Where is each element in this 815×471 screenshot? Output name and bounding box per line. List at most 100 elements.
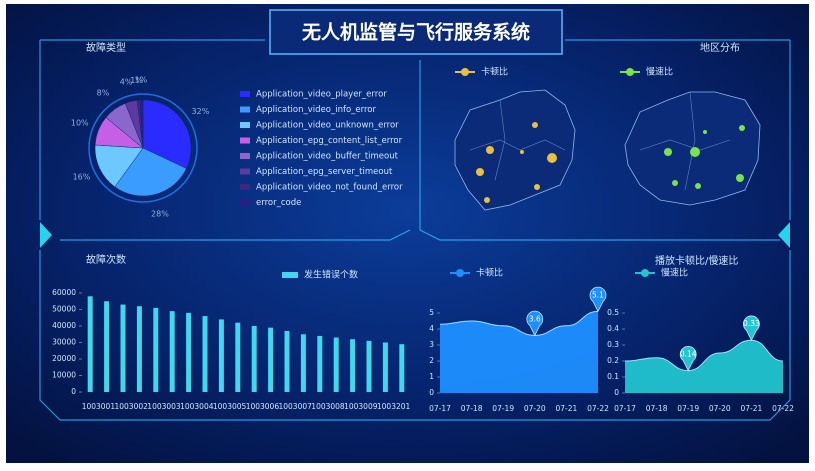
x-tick-label: 07-17 bbox=[429, 404, 451, 413]
bar bbox=[169, 311, 175, 392]
legend-swatch bbox=[240, 106, 250, 113]
pie-label: 1% bbox=[130, 76, 143, 85]
x-tick-label: 1003002 bbox=[114, 402, 148, 411]
value-pin bbox=[679, 346, 697, 372]
x-tick-label: 1003006 bbox=[246, 402, 280, 411]
legend-swatch bbox=[240, 122, 250, 128]
value-label: 0.33 bbox=[743, 319, 760, 328]
bar bbox=[104, 301, 110, 392]
bar bbox=[251, 326, 257, 392]
title-box bbox=[269, 9, 563, 55]
y-tick-label: 20000 bbox=[52, 354, 76, 363]
y-tick-label: 1 bbox=[429, 372, 434, 381]
area-line bbox=[624, 339, 784, 372]
pie-slice bbox=[139, 99, 144, 149]
y-tick-label: 2 bbox=[429, 356, 434, 365]
background bbox=[6, 4, 809, 463]
bar bbox=[382, 342, 388, 392]
bar bbox=[350, 339, 356, 392]
bar bbox=[268, 327, 274, 392]
y-tick-label: 4 bbox=[429, 324, 434, 333]
x-tick-label: 1003003 bbox=[147, 402, 181, 411]
value-pin bbox=[526, 310, 544, 337]
x-tick-label: 07-21 bbox=[556, 404, 578, 413]
y-tick-label: 60000 bbox=[52, 288, 76, 297]
legend-swatch bbox=[240, 199, 250, 206]
x-tick-label: 07-20 bbox=[709, 404, 731, 413]
panel-title: 播放卡顿比/慢速比 bbox=[655, 254, 738, 267]
pie-label: 1% bbox=[135, 76, 148, 85]
legend-label: 慢速比 bbox=[661, 267, 688, 279]
legend-swatch bbox=[282, 272, 298, 278]
legend-label: 发生错误个数 bbox=[304, 269, 358, 281]
y-tick-label: 5 bbox=[429, 308, 434, 317]
x-tick-label: 1003005 bbox=[213, 402, 247, 411]
panel-title: 地区分布 bbox=[700, 41, 740, 54]
x-tick-label: 07-19 bbox=[677, 404, 699, 413]
pie-label: 8% bbox=[97, 88, 110, 97]
value-label: 0.14 bbox=[680, 350, 697, 359]
legend-label: Application_video_unknown_error bbox=[256, 121, 399, 131]
x-tick-label: 07-20 bbox=[524, 404, 546, 413]
legend-dot bbox=[641, 269, 649, 277]
map-legend-label: 慢速比 bbox=[646, 66, 673, 78]
value-label: 3.6 bbox=[529, 314, 541, 323]
bar bbox=[366, 340, 372, 392]
legend-swatch bbox=[240, 184, 250, 190]
y-tick-label: 0 bbox=[614, 388, 619, 397]
pie-slice bbox=[94, 144, 144, 188]
legend-label: Application_epg_server_timeout bbox=[256, 167, 393, 177]
pie-slice bbox=[142, 99, 192, 169]
region-map bbox=[454, 89, 761, 211]
bar bbox=[300, 334, 306, 392]
bar bbox=[136, 306, 142, 392]
legend-swatch bbox=[240, 153, 250, 159]
bar bbox=[333, 337, 339, 392]
x-tick-label: 07-22 bbox=[772, 404, 794, 413]
pie-label: 4% bbox=[120, 78, 133, 87]
pie-label: 32% bbox=[192, 107, 210, 116]
x-tick-label: 07-19 bbox=[492, 404, 514, 413]
x-tick-label: 1003001 bbox=[82, 402, 116, 411]
value-label: 5.1 bbox=[592, 290, 604, 299]
pie-label: 16% bbox=[73, 172, 91, 181]
x-tick-label: 07-17 bbox=[614, 404, 636, 413]
y-tick-label: 0.5 bbox=[607, 308, 619, 317]
y-tick-label: 10000 bbox=[52, 371, 76, 380]
panel-title: 故障类型 bbox=[86, 41, 126, 54]
legend-swatch bbox=[240, 137, 250, 144]
bar bbox=[399, 344, 405, 392]
x-tick-label: 07-18 bbox=[461, 404, 483, 413]
legend-swatch bbox=[240, 91, 250, 97]
y-tick-label: 0.2 bbox=[607, 356, 619, 365]
bar bbox=[87, 296, 93, 392]
y-tick-label: 30000 bbox=[52, 338, 76, 347]
area-fill bbox=[625, 340, 783, 393]
x-tick-label: 07-22 bbox=[587, 404, 609, 413]
legend-label: 卡顿比 bbox=[476, 267, 503, 279]
legend-label: error_code bbox=[256, 198, 301, 208]
bar bbox=[120, 304, 126, 392]
bar bbox=[317, 335, 323, 392]
legend-label: Application_video_not_found_error bbox=[256, 183, 403, 193]
bar bbox=[202, 316, 208, 392]
x-tick-label: 07-18 bbox=[646, 404, 668, 413]
x-tick-label: 07-21 bbox=[741, 404, 763, 413]
panel-title: 故障次数 bbox=[86, 253, 126, 266]
x-tick-label: 1003008 bbox=[311, 402, 345, 411]
area-line bbox=[439, 310, 599, 336]
x-tick-label: 1003009 bbox=[344, 402, 378, 411]
y-tick-label: 0.3 bbox=[607, 340, 619, 349]
value-pin bbox=[589, 286, 607, 313]
x-tick-label: 1003201 bbox=[377, 402, 411, 411]
legend-dot bbox=[456, 269, 464, 277]
page-title: 无人机监管与飞行服务系统 bbox=[302, 21, 530, 44]
bar bbox=[218, 319, 224, 392]
frame bbox=[39, 9, 791, 421]
map-legend-label: 卡顿比 bbox=[481, 66, 508, 78]
y-tick-label: 0 bbox=[71, 387, 76, 396]
pie-slice bbox=[114, 147, 187, 197]
bar bbox=[284, 330, 290, 392]
y-tick-label: 0.1 bbox=[607, 372, 619, 381]
